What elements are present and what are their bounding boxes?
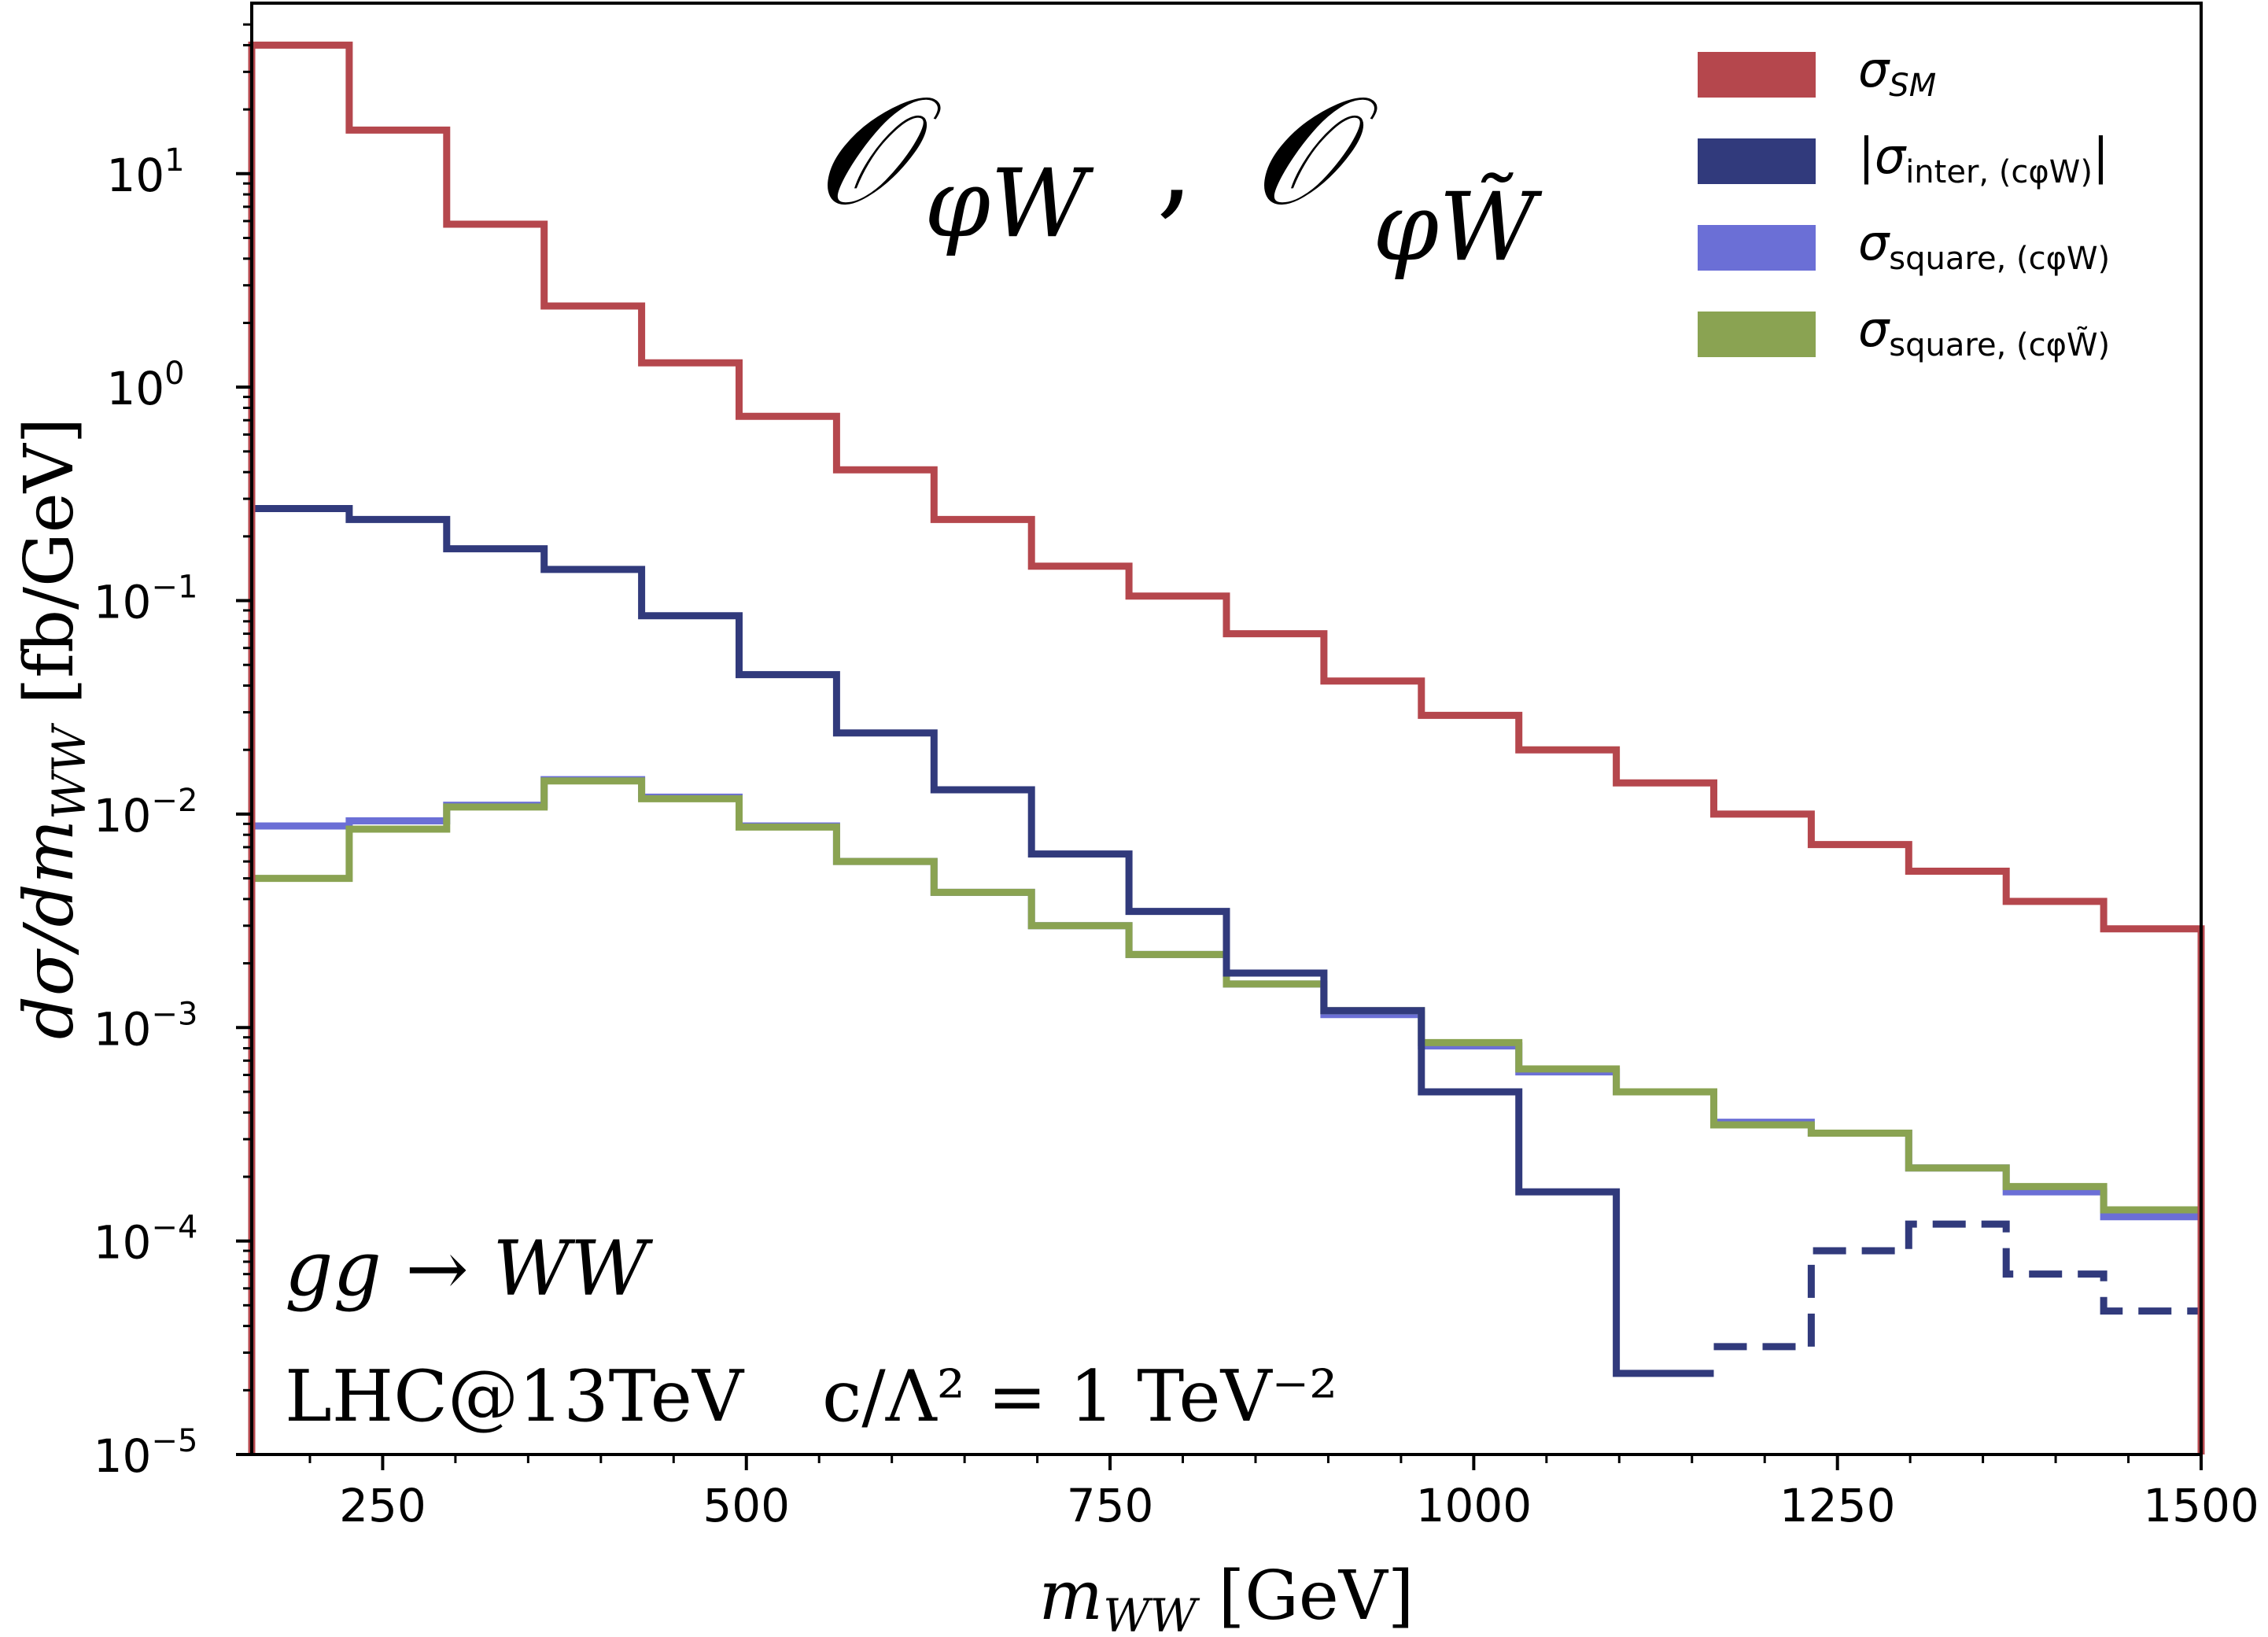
- series-layer: [248, 41, 2205, 1454]
- legend-swatch: [1698, 52, 1816, 98]
- legend: σSM |σinter, (cφW)| σsquare, (cφW) σsquare,…: [1698, 41, 2110, 363]
- svg-text:gg → WW: gg → WW: [285, 1225, 654, 1313]
- y-tick-label: 10−2: [94, 783, 198, 842]
- y-tick-label: 10−5: [94, 1423, 198, 1483]
- y-tick-label: 10−3: [94, 996, 198, 1056]
- y-axis: 101 100 10−1 10−2 10−3 10−4 10−5: [94, 23, 252, 1483]
- x-axis-label: mWW [GeV]: [1039, 1557, 1414, 1637]
- legend-swatch: [1698, 138, 1816, 184]
- x-tick-label: 250: [339, 1479, 426, 1532]
- y-tick-label: 100: [106, 356, 184, 415]
- y-tick-label: 10−4: [94, 1210, 198, 1270]
- svg-text:LHC@13TeV: LHC@13TeV: [285, 1355, 745, 1438]
- y-tick-label: 10−1: [94, 570, 198, 629]
- svg-text:c/Λ² = 1 TeV⁻²: c/Λ² = 1 TeV⁻²: [822, 1355, 1337, 1438]
- y-axis-label: dσ/dmWW [fb/GeV]: [10, 418, 96, 1040]
- legend-entry: σsquare, (cφW): [1698, 214, 2110, 277]
- series-line-dashed: [1713, 1220, 2201, 1351]
- x-tick-label: 750: [1067, 1479, 1154, 1532]
- plot-area: [252, 3, 2201, 1454]
- annotation-coupling: c/Λ² = 1 TeV⁻²: [822, 1355, 1337, 1438]
- legend-label: σsquare, (cφW̃): [1858, 300, 2110, 363]
- annotation-collider: LHC@13TeV: [285, 1355, 745, 1438]
- legend-swatch: [1698, 312, 1816, 357]
- x-tick-label: 1000: [1416, 1479, 1532, 1532]
- legend-swatch: [1698, 225, 1816, 271]
- series-line: [248, 41, 2205, 1454]
- series-0: [248, 41, 2205, 1454]
- x-tick-label: 500: [703, 1479, 790, 1532]
- series-line: [248, 504, 1714, 1454]
- annotation-process: gg → WW: [285, 1225, 654, 1313]
- svg-text:mWW [GeV]: mWW [GeV]: [1039, 1557, 1414, 1637]
- y-tick-label: 101: [106, 142, 184, 202]
- svg-text:,: ,: [1156, 94, 1194, 231]
- legend-entry: σsquare, (cφW̃): [1698, 300, 2110, 363]
- svg-text:φW: φW: [924, 149, 1094, 259]
- legend-entry: |σinter, (cφW)|: [1698, 127, 2109, 190]
- chart-title: 𝒪 φW , 𝒪 φW̃: [814, 65, 1543, 282]
- svg-text:φW̃: φW̃: [1373, 172, 1543, 282]
- legend-label: σsquare, (cφW): [1858, 214, 2110, 277]
- series-1: [248, 504, 2201, 1454]
- plot-frame: [250, 2, 2203, 1456]
- x-axis: 250 500 750 1000 1250 1500: [308, 1454, 2259, 1532]
- legend-label: |σinter, (cφW)|: [1858, 127, 2109, 190]
- x-tick-label: 1250: [1779, 1479, 1896, 1532]
- legend-entry: σSM: [1698, 41, 1936, 104]
- x-tick-label: 1500: [2143, 1479, 2259, 1532]
- svg-text:dσ/dmWW [fb/GeV]: dσ/dmWW [fb/GeV]: [10, 418, 96, 1040]
- legend-label: σSM: [1858, 41, 1936, 104]
